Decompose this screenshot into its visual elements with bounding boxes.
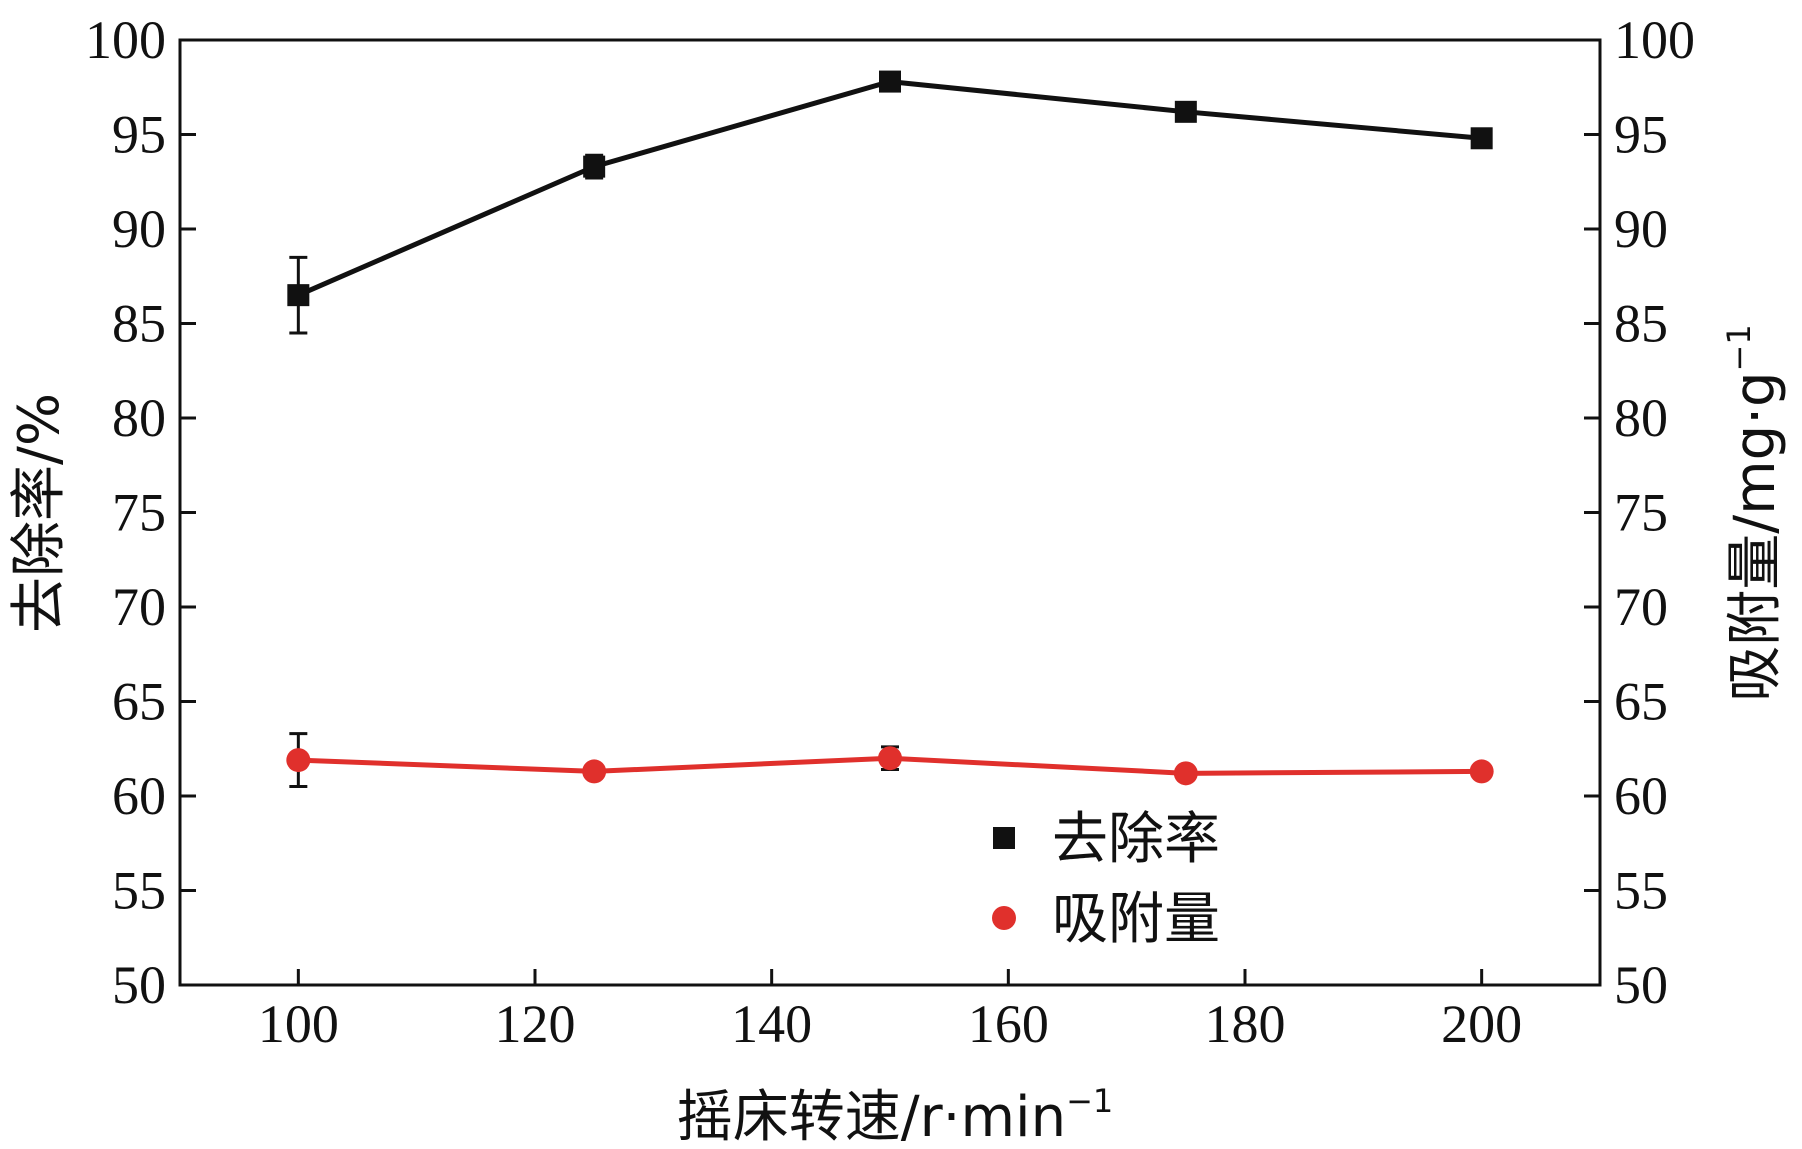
series-layer [286, 70, 1494, 789]
y-right-tick-label: 50 [1614, 955, 1668, 1015]
y-left-tick-label: 90 [112, 199, 166, 259]
y-right-tick-label: 95 [1614, 105, 1668, 165]
x-tick-label: 100 [258, 994, 339, 1054]
x-axis-title-sup: −1 [1066, 1082, 1113, 1120]
y-right-tick-label: 100 [1614, 10, 1695, 70]
y-left-tick-label: 55 [112, 861, 166, 921]
y-right-tick-label: 65 [1614, 672, 1668, 732]
y-left-tick-label: 65 [112, 672, 166, 732]
legend-label: 去除率 [1052, 807, 1220, 872]
y-right-tick-label: 90 [1614, 199, 1668, 259]
plot-frame [178, 38, 1602, 987]
x-tick-label: 120 [495, 994, 576, 1054]
y-left-tick-label: 70 [112, 577, 166, 637]
y-left-tick-label: 80 [112, 388, 166, 448]
y-left-tick-label: 100 [85, 10, 166, 70]
y-right-tick-label: 55 [1614, 861, 1668, 921]
x-tick-label: 180 [1205, 994, 1286, 1054]
data-point [879, 70, 901, 93]
data-point [1469, 759, 1494, 784]
data-point [287, 284, 310, 307]
y-axis-right-title-text: 吸附量/mg·g [1723, 371, 1788, 701]
y-left-tick-label: 85 [112, 294, 166, 354]
series-line [297, 79, 1482, 298]
data-point [1470, 127, 1493, 150]
data-point [582, 759, 607, 784]
y-left-tick-label: 75 [112, 483, 166, 543]
data-point [1173, 761, 1198, 786]
series-1 [287, 70, 1493, 335]
x-axis-title-text: 摇床转速/r·min [677, 1085, 1066, 1149]
legend-label: 吸附量 [1052, 887, 1220, 952]
y-right-tick-label: 80 [1614, 388, 1668, 448]
legend-marker [993, 827, 1015, 849]
legend-marker [992, 906, 1016, 930]
y-axis-right-title: 吸附量/mg·g−1 [1720, 324, 1788, 701]
x-axis-title: 摇床转速/r·min−1 [677, 1082, 1113, 1149]
y-right-tick-label: 70 [1614, 577, 1668, 637]
x-tick-label: 140 [731, 994, 812, 1054]
y-axis-right-title-sup: −1 [1720, 324, 1758, 371]
y-left-tick-label: 95 [112, 105, 166, 165]
x-tick-label: 160 [968, 994, 1049, 1054]
data-point [583, 155, 606, 178]
y-right-tick-label: 85 [1614, 294, 1668, 354]
ticks-layer: 100 120 140 160 180 200 50 55 60 65 70 75 80 85 90 95 10… [85, 10, 1695, 1054]
data-point [286, 748, 311, 773]
x-tick-label: 200 [1441, 994, 1522, 1054]
data-point [878, 746, 902, 771]
y-left-tick-label: 60 [112, 766, 166, 826]
series-2 [286, 732, 1494, 789]
y-axis-left-title: 去除率/% [7, 393, 72, 633]
y-right-tick-label: 75 [1614, 483, 1668, 543]
y-right-tick-label: 60 [1614, 766, 1668, 826]
plot-frame-layer [178, 38, 1602, 987]
data-point [1174, 100, 1197, 123]
y-left-tick-label: 50 [112, 955, 166, 1015]
